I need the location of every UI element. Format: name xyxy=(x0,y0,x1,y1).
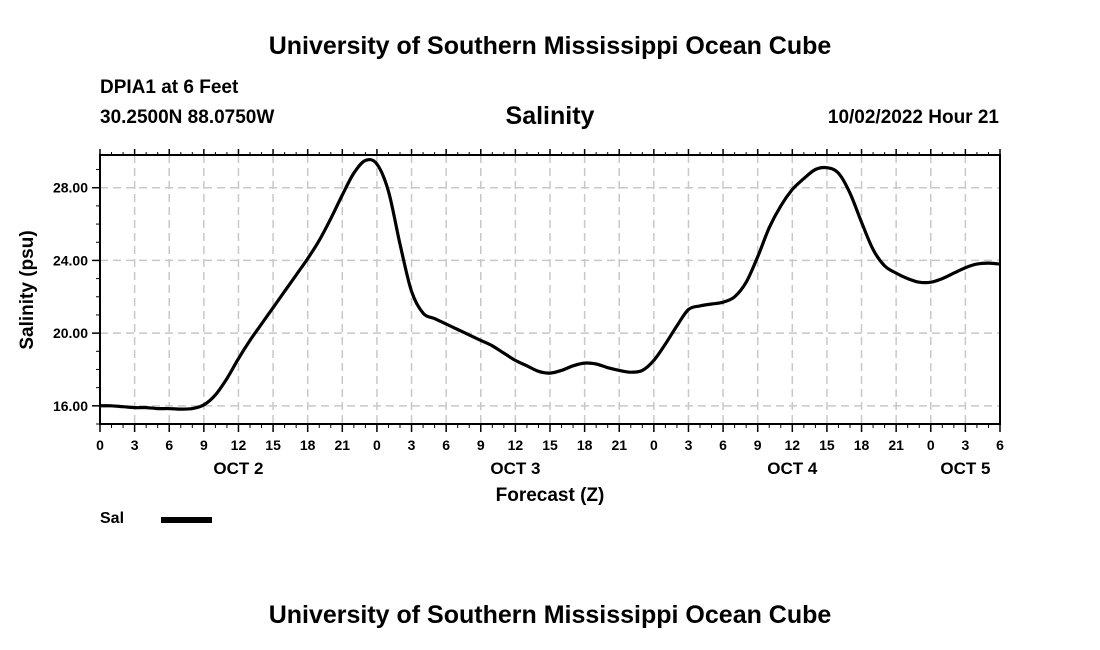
x-tick-label: 0 xyxy=(650,437,658,453)
day-label: OCT 2 xyxy=(213,459,263,478)
day-label: OCT 4 xyxy=(767,459,818,478)
x-tick-label: 9 xyxy=(754,437,762,453)
x-tick-label: 12 xyxy=(785,437,801,453)
y-tick-label: 28.00 xyxy=(53,180,88,196)
x-tick-label: 3 xyxy=(131,437,139,453)
x-tick-label: 21 xyxy=(335,437,351,453)
label-layer: 0 3 6 9 12 15 18 21 0 3 6 9 12 15 18 21 0 3 6 9 12 15 18 21 0 3 6 1… xyxy=(53,180,1004,478)
x-tick-label: 0 xyxy=(96,437,104,453)
x-tick-label: 18 xyxy=(577,437,593,453)
x-tick-label: 3 xyxy=(685,437,693,453)
day-label: OCT 3 xyxy=(490,459,540,478)
y-tick-label: 20.00 xyxy=(53,325,88,341)
x-tick-label: 9 xyxy=(477,437,485,453)
x-tick-label: 15 xyxy=(265,437,281,453)
footer-title: University of Southern Mississippi Ocean… xyxy=(268,601,832,629)
x-tick-label: 15 xyxy=(819,437,835,453)
x-tick-label: 3 xyxy=(408,437,416,453)
x-tick-label: 6 xyxy=(996,437,1004,453)
y-tick-label: 16.00 xyxy=(53,398,88,414)
x-tick-label: 6 xyxy=(719,437,727,453)
plot-title: Salinity xyxy=(505,102,595,130)
day-label: OCT 5 xyxy=(940,459,990,478)
x-tick-label: 18 xyxy=(854,437,870,453)
x-tick-label: 0 xyxy=(927,437,935,453)
x-tick-label: 6 xyxy=(165,437,173,453)
y-axis-title: Salinity (psu) xyxy=(17,230,38,349)
timestamp-label: 10/02/2022 Hour 21 xyxy=(827,107,999,128)
x-tick-label: 9 xyxy=(200,437,208,453)
series-layer xyxy=(99,157,1001,411)
x-tick-label: 15 xyxy=(542,437,558,453)
plot-frame xyxy=(99,154,1001,425)
x-tick-label: 0 xyxy=(373,437,381,453)
x-tick-label: 18 xyxy=(300,437,316,453)
tick-layer xyxy=(92,149,1001,432)
y-tick-label: 24.00 xyxy=(53,252,88,268)
series-line-sal xyxy=(99,157,1001,411)
x-tick-label: 21 xyxy=(888,437,904,453)
coordinates-label: 30.2500N 88.0750W xyxy=(100,107,275,128)
grid-layer xyxy=(100,155,1000,424)
legend-line-swatch xyxy=(161,517,212,523)
salinity-chart: 0 3 6 9 12 15 18 21 0 3 6 9 12 15 18 21 0 3 6 9 12 15 18 21 0 3 6 1… xyxy=(17,149,1004,506)
station-label: DPIA1 at 6 Feet xyxy=(100,77,239,98)
x-tick-label: 12 xyxy=(231,437,247,453)
x-tick-label: 12 xyxy=(508,437,524,453)
x-axis-title: Forecast (Z) xyxy=(496,485,605,506)
page-title: University of Southern Mississippi Ocean… xyxy=(268,32,832,60)
x-tick-label: 21 xyxy=(611,437,627,453)
x-tick-label: 6 xyxy=(442,437,450,453)
legend-label: Sal xyxy=(100,510,125,527)
x-tick-label: 3 xyxy=(961,437,969,453)
